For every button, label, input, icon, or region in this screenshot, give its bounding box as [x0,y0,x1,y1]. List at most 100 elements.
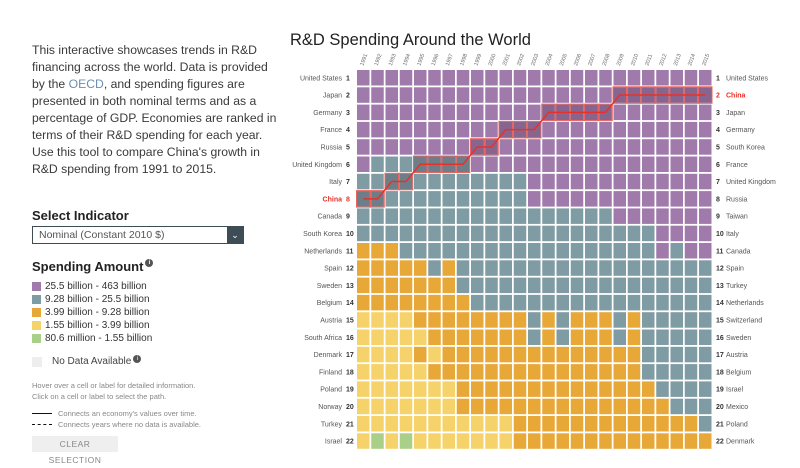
heatmap-cell[interactable] [428,329,441,346]
heatmap-cell[interactable] [471,173,484,190]
heatmap-cell[interactable] [656,416,669,432]
heatmap-cell[interactable] [585,433,598,449]
heatmap-cell[interactable] [371,381,384,397]
heatmap-cell[interactable] [471,243,484,259]
heatmap-cell[interactable] [499,173,513,190]
heatmap-cell[interactable] [642,294,655,311]
heatmap-cell[interactable] [414,364,427,380]
heatmap-cell[interactable] [499,433,513,449]
right-economy-label[interactable]: South Korea [726,144,765,151]
heatmap-cell[interactable] [471,208,484,224]
heatmap-cell[interactable] [599,416,612,432]
right-economy-label[interactable]: China [726,93,746,100]
heatmap-cell[interactable] [371,208,384,224]
heatmap-cell[interactable] [357,243,370,259]
heatmap-cell[interactable] [428,416,441,432]
heatmap-cell[interactable] [642,104,655,121]
heatmap-cell[interactable] [684,433,698,449]
heatmap-cell[interactable] [485,156,498,173]
heatmap-cell[interactable] [613,173,627,190]
heatmap-cell[interactable] [599,191,612,207]
heatmap-cell[interactable] [585,329,598,346]
heatmap-cell[interactable] [613,260,627,276]
heatmap-cell[interactable] [627,398,641,415]
heatmap-cell[interactable] [585,139,598,155]
heatmap-cell[interactable] [399,433,413,449]
heatmap-cell[interactable] [585,191,598,207]
heatmap-cell[interactable] [471,329,484,346]
heatmap-cell[interactable] [442,243,456,259]
heatmap-cell[interactable] [684,243,698,259]
heatmap-cell[interactable] [542,294,555,311]
heatmap-cell[interactable] [485,398,498,415]
year-label[interactable]: 1995 [416,53,426,67]
heatmap-cell[interactable] [371,398,384,415]
heatmap-cell[interactable] [513,346,527,363]
heatmap-cell[interactable] [613,381,627,397]
heatmap-cell[interactable] [542,243,555,259]
heatmap-cell[interactable] [471,260,484,276]
year-label[interactable]: 2009 [616,53,626,67]
heatmap-cell[interactable] [599,398,612,415]
heatmap-cell[interactable] [385,346,399,363]
heatmap-cell[interactable] [471,346,484,363]
heatmap-cell[interactable] [627,277,641,294]
heatmap-cell[interactable] [556,225,570,242]
heatmap-cell[interactable] [699,243,712,259]
info-icon[interactable]: i [133,354,142,363]
heatmap-cell[interactable] [456,191,470,207]
heatmap-cell[interactable] [456,381,470,397]
heatmap-cell[interactable] [499,312,513,328]
heatmap-cell[interactable] [442,121,456,138]
heatmap-cell[interactable] [670,191,684,207]
heatmap-cell[interactable] [656,191,669,207]
right-economy-label[interactable]: United Kingdom [726,179,776,186]
heatmap-cell[interactable] [499,294,513,311]
heatmap-cell[interactable] [485,70,498,86]
heatmap-cell[interactable] [542,70,555,86]
heatmap-cell[interactable] [371,173,384,190]
heatmap-cell[interactable] [542,329,555,346]
heatmap-cell[interactable] [399,329,413,346]
heatmap-cell[interactable] [528,433,541,449]
heatmap-cell[interactable] [585,173,598,190]
heatmap-cell[interactable] [513,70,527,86]
heatmap-cell[interactable] [627,121,641,138]
heatmap-cell[interactable] [456,104,470,121]
left-economy-label[interactable]: Germany [313,110,342,117]
left-economy-label[interactable]: Belgium [317,300,342,307]
heatmap-cell[interactable] [442,398,456,415]
heatmap-cell[interactable] [357,398,370,415]
heatmap-cell[interactable] [684,381,698,397]
heatmap-cell[interactable] [385,225,399,242]
heatmap-cell[interactable] [570,277,584,294]
heatmap-cell[interactable] [585,364,598,380]
heatmap-cell[interactable] [556,433,570,449]
heatmap-cell[interactable] [414,294,427,311]
heatmap-cell[interactable] [414,260,427,276]
left-economy-label[interactable]: Sweden [317,283,342,290]
heatmap-cell[interactable] [499,346,513,363]
heatmap-cell[interactable] [471,191,484,207]
heatmap-cell[interactable] [656,260,669,276]
heatmap-cell[interactable] [627,381,641,397]
heatmap-cell[interactable] [684,104,698,121]
left-economy-label[interactable]: Canada [317,214,342,221]
heatmap-cell[interactable] [684,294,698,311]
heatmap-cell[interactable] [599,312,612,328]
heatmap-cell[interactable] [570,243,584,259]
heatmap-cell[interactable] [456,173,470,190]
heatmap-cell[interactable] [456,277,470,294]
heatmap-cell[interactable] [670,277,684,294]
heatmap-cell[interactable] [513,416,527,432]
heatmap-cell[interactable] [442,329,456,346]
heatmap-cell[interactable] [399,381,413,397]
heatmap-cell[interactable] [613,294,627,311]
heatmap-cell[interactable] [556,294,570,311]
heatmap-cell[interactable] [499,208,513,224]
heatmap-cell[interactable] [385,381,399,397]
heatmap-cell[interactable] [414,433,427,449]
heatmap-cell[interactable] [656,208,669,224]
heatmap-cell[interactable] [371,121,384,138]
heatmap-cell[interactable] [428,87,441,103]
